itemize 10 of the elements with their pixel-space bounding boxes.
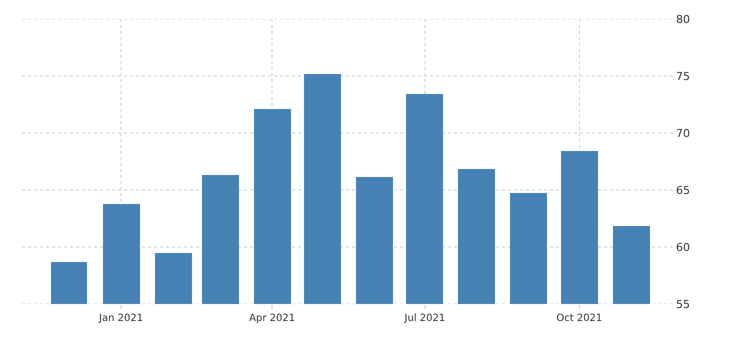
y-tick-label: 80: [676, 12, 690, 26]
y-tick-label: 70: [676, 126, 690, 140]
x-tick-label: Apr 2021: [249, 313, 296, 324]
y-tick-label: 55: [676, 298, 690, 311]
y-tick-label: 60: [676, 240, 690, 254]
y-tick-label: 75: [676, 70, 690, 83]
x-tick-label: Oct 2021: [556, 313, 602, 324]
x-tick-label: Jul 2021: [404, 313, 446, 324]
x-tick-label: Jan 2021: [98, 313, 144, 324]
y-tick-label: 65: [676, 184, 690, 197]
